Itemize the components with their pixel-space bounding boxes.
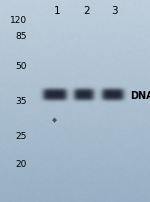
Text: 50: 50	[15, 62, 27, 71]
Text: 20: 20	[16, 159, 27, 168]
Text: 2: 2	[84, 6, 90, 16]
Text: DNAM-1: DNAM-1	[130, 91, 150, 101]
Text: 1: 1	[54, 6, 60, 16]
Text: 120: 120	[10, 16, 27, 25]
Text: 85: 85	[15, 32, 27, 41]
Text: 35: 35	[15, 97, 27, 105]
Text: 3: 3	[111, 6, 117, 16]
Text: 25: 25	[16, 131, 27, 140]
